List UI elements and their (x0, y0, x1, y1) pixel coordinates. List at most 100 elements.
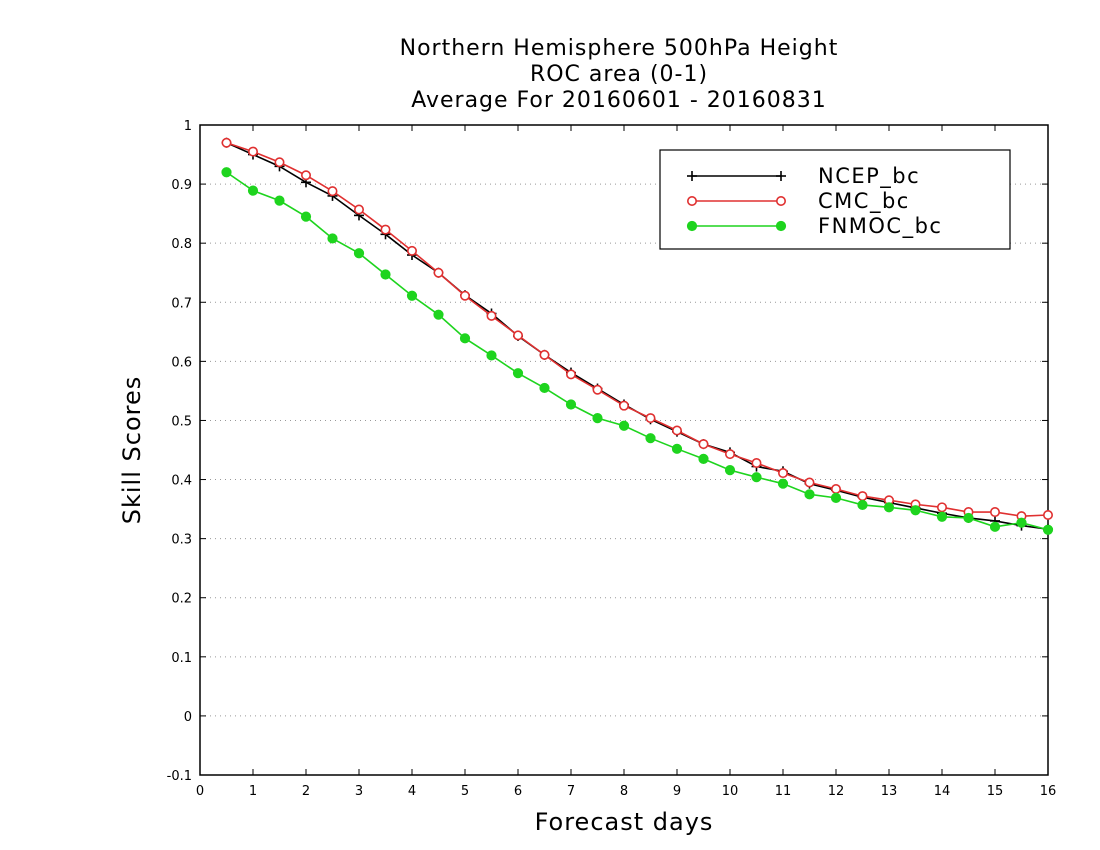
y-tick-label: 0.7 (171, 296, 192, 311)
data-point (830, 483, 841, 494)
data-point (724, 464, 736, 476)
data-point (1043, 509, 1054, 520)
data-point (830, 492, 842, 503)
data-point (539, 382, 550, 394)
data-point (406, 245, 417, 256)
x-tick-label: 10 (722, 784, 739, 799)
data-point (687, 171, 697, 181)
data-point (1042, 524, 1054, 535)
y-tick-label: 0.8 (171, 237, 192, 252)
data-point (857, 491, 868, 502)
data-point (459, 333, 471, 344)
data-point (775, 196, 786, 207)
series-fnmoc-bc (221, 167, 1054, 535)
x-tick-label: 5 (461, 784, 469, 799)
legend-label: CMC_bc (818, 189, 910, 214)
y-tick-label: 0.9 (171, 178, 192, 193)
data-point (565, 399, 577, 410)
data-point (486, 350, 497, 361)
legend-item: CMC_bc (686, 189, 910, 214)
data-point (592, 384, 603, 395)
data-point (221, 137, 232, 148)
x-tick-label: 4 (408, 784, 416, 799)
data-point (777, 478, 789, 489)
y-tick-label: 0.5 (171, 414, 192, 429)
legend-item: NCEP_bc (687, 164, 920, 189)
chart-title-line-2: ROC area (0-1) (529, 62, 709, 87)
y-tick-label: 0 (184, 710, 192, 725)
data-point (565, 369, 576, 380)
y-axis-label: Skill Scores (118, 375, 146, 525)
data-point (804, 477, 815, 488)
x-tick-label: 7 (567, 784, 575, 799)
axes: -0.100.10.20.30.40.50.60.70.80.910 1 2 3 4 5 6… (167, 119, 1057, 799)
data-point (936, 502, 947, 513)
data-point (353, 204, 364, 215)
data-point (433, 267, 444, 278)
data-point (883, 502, 895, 513)
data-point (327, 233, 338, 244)
data-point (406, 290, 418, 301)
data-point (274, 157, 285, 168)
legend-box (659, 149, 1011, 250)
x-tick-label: 0 (196, 784, 204, 799)
x-tick-label: 14 (934, 784, 951, 799)
data-point (327, 186, 338, 197)
data-point (671, 425, 682, 436)
data-point (300, 211, 312, 222)
data-point (989, 507, 1000, 518)
x-axis-label: Forecast days (534, 808, 714, 836)
legend-label: NCEP_bc (818, 164, 920, 189)
data-point (247, 185, 259, 196)
x-tick-label: 13 (881, 784, 898, 799)
data-point (618, 400, 629, 411)
data-point (804, 489, 815, 500)
data-point (936, 511, 948, 522)
x-tick-label: 12 (828, 784, 845, 799)
y-tick-label: 0.4 (171, 474, 192, 489)
data-point (963, 512, 974, 524)
y-tick-label: 0.3 (171, 533, 192, 548)
x-tick-label: 16 (1040, 784, 1057, 799)
x-tick-label: 2 (302, 784, 310, 799)
chart-title-line-3: Average For 20160601 - 20160831 (411, 88, 827, 113)
legend-label: FNMOC_bc (818, 214, 942, 239)
data-point (776, 171, 786, 181)
data-point (618, 420, 630, 431)
chart-title-line-1: Northern Hemisphere 500hPa Height (399, 36, 839, 61)
y-tick-label: 0.1 (171, 651, 192, 666)
data-point (751, 472, 762, 483)
data-point (300, 170, 311, 181)
data-point (777, 468, 788, 479)
y-tick-label: -0.1 (167, 769, 192, 784)
data-point (380, 224, 391, 235)
data-point (512, 330, 523, 341)
data-point (671, 443, 683, 454)
x-tick-label: 11 (775, 784, 792, 799)
data-point (910, 505, 921, 516)
data-point (353, 248, 365, 259)
data-point (645, 413, 656, 424)
data-point (686, 196, 697, 207)
y-tick-label: 0.6 (171, 355, 192, 370)
data-point (248, 146, 259, 157)
x-tick-label: 9 (673, 784, 681, 799)
x-tick-label: 6 (514, 784, 522, 799)
data-point (645, 433, 656, 444)
x-tick-label: 15 (987, 784, 1004, 799)
y-tick-label: 0.2 (171, 592, 192, 607)
x-tick-label: 8 (620, 784, 628, 799)
data-point (486, 310, 497, 321)
x-tick-label: 1 (249, 784, 257, 799)
data-point (775, 220, 787, 232)
x-tick-label: 3 (355, 784, 363, 799)
data-point (751, 457, 762, 468)
data-point (221, 167, 232, 178)
data-point (1016, 517, 1027, 528)
data-point (592, 412, 603, 424)
legend-item: FNMOC_bc (686, 214, 942, 239)
data-point (724, 449, 735, 460)
y-tick-label: 1 (184, 119, 192, 134)
